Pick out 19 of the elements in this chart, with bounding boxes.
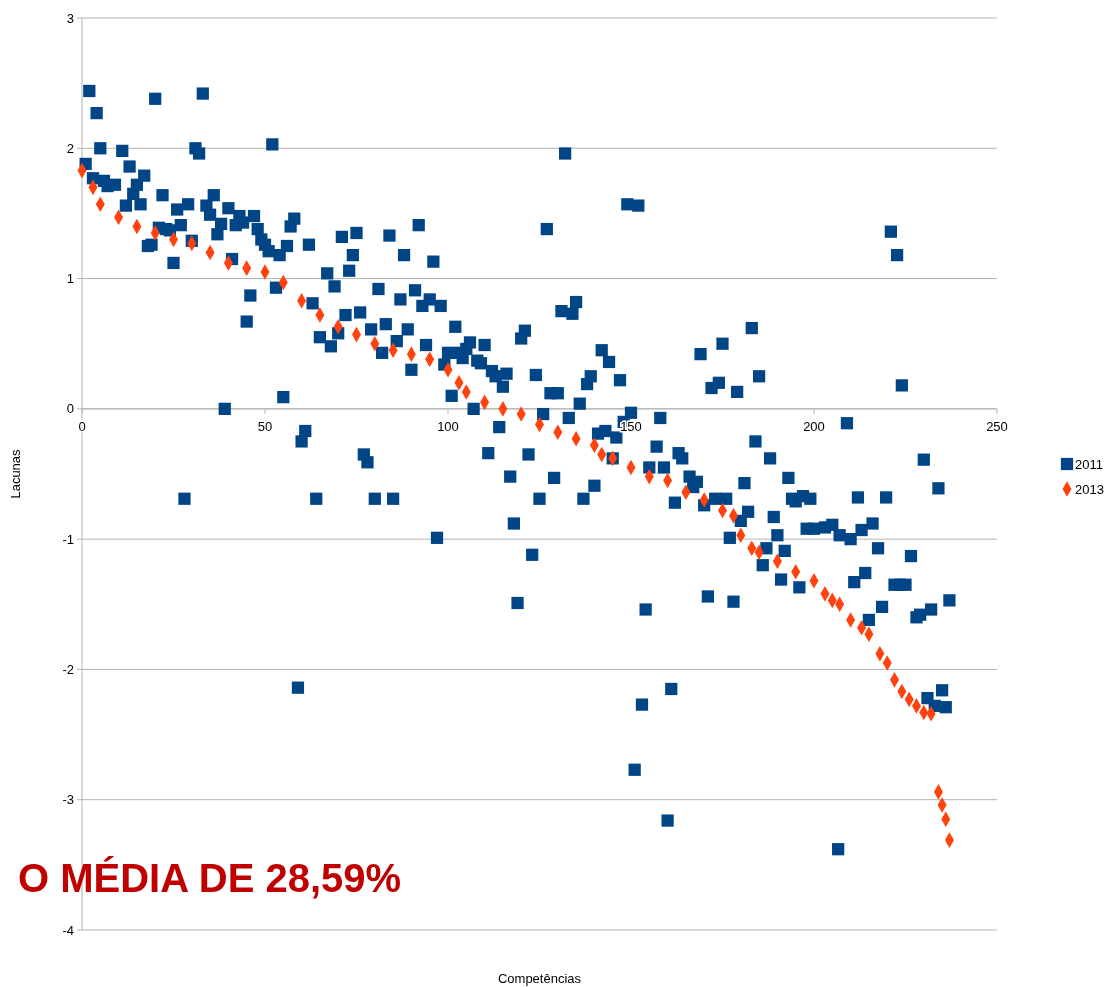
y-tick-label: 2: [66, 140, 74, 156]
y-tick-label: -1: [62, 531, 74, 547]
x-tick-label: 250: [986, 418, 1008, 434]
y-tick-label: -2: [62, 661, 74, 677]
y-tick-label: -4: [62, 922, 74, 938]
y-tick-label: 3: [66, 10, 74, 26]
x-tick-label: 0: [78, 418, 86, 434]
y-tick-label: -3: [62, 792, 74, 808]
x-tick-label: 100: [437, 418, 459, 434]
x-tick-label: 50: [257, 418, 273, 434]
x-tick-label: 150: [620, 418, 642, 434]
annotation: O MÉDIA DE 28,59%: [18, 855, 402, 900]
y-axis-title: Lacunas: [8, 448, 23, 499]
legend-label: 2013: [1075, 481, 1104, 497]
legend-label: 2011: [1075, 456, 1103, 472]
x-tick-label: 200: [803, 418, 825, 434]
x-axis-title: Competências: [497, 971, 582, 986]
y-tick-label: 0: [66, 401, 74, 417]
y-tick-label: 1: [66, 271, 74, 287]
